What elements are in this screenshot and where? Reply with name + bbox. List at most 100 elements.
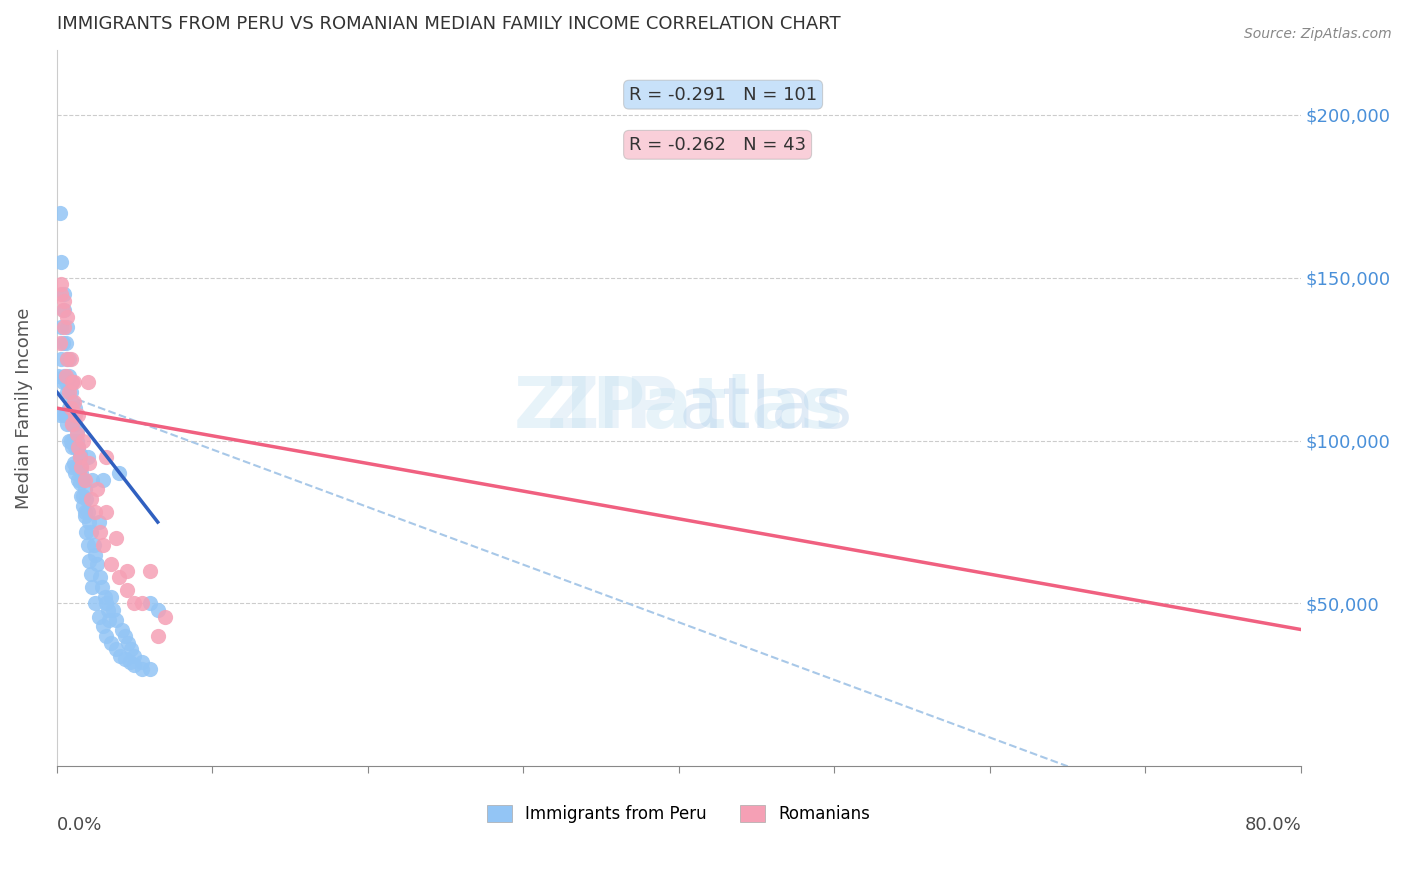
Point	[60, 417, 83, 432]
Point	[59, 401, 82, 415]
Point	[87, 515, 110, 529]
Point	[62, 408, 84, 422]
Point	[66, 427, 89, 442]
Point	[51, 352, 73, 367]
Point	[76, 538, 98, 552]
Point	[56, 352, 79, 367]
Point	[155, 609, 177, 624]
Point	[91, 473, 114, 487]
Point	[69, 450, 91, 464]
Point	[55, 335, 77, 350]
Point	[51, 277, 73, 292]
Point	[72, 434, 94, 448]
Point	[58, 384, 80, 399]
Point	[131, 655, 153, 669]
Point	[89, 570, 111, 584]
Point	[139, 564, 162, 578]
Point	[69, 447, 91, 461]
Point	[104, 642, 127, 657]
Point	[62, 375, 84, 389]
Point	[60, 394, 83, 409]
Point	[100, 590, 122, 604]
Point	[82, 580, 104, 594]
Point	[62, 457, 84, 471]
Point	[53, 303, 76, 318]
Point	[58, 401, 80, 415]
Point	[55, 375, 77, 389]
Point	[58, 352, 80, 367]
Point	[65, 440, 87, 454]
Point	[98, 613, 121, 627]
Point	[94, 590, 117, 604]
Point	[59, 352, 82, 367]
Point	[131, 662, 153, 676]
Point	[53, 319, 76, 334]
Point	[101, 603, 124, 617]
Point	[75, 524, 97, 539]
Point	[104, 532, 127, 546]
Point	[60, 417, 83, 432]
Point	[56, 319, 79, 334]
Point	[131, 597, 153, 611]
Point	[76, 505, 98, 519]
Point	[100, 558, 122, 572]
Point	[124, 597, 146, 611]
Point	[70, 459, 93, 474]
Point	[48, 335, 70, 350]
Point	[91, 538, 114, 552]
Point	[139, 662, 162, 676]
Point	[70, 459, 93, 474]
Point	[72, 473, 94, 487]
Point	[120, 642, 142, 657]
Point	[56, 352, 79, 367]
Point	[62, 434, 84, 448]
Point	[56, 417, 79, 432]
Point	[69, 475, 91, 490]
Point	[80, 567, 103, 582]
Point	[77, 515, 100, 529]
Point	[146, 603, 169, 617]
Point	[115, 583, 138, 598]
Point	[52, 303, 75, 318]
Point	[55, 408, 77, 422]
Point	[118, 655, 141, 669]
Text: Source: ZipAtlas.com: Source: ZipAtlas.com	[1244, 27, 1392, 41]
Point	[96, 597, 118, 611]
Point	[124, 648, 146, 663]
Point	[100, 635, 122, 649]
Y-axis label: Median Family Income: Median Family Income	[15, 308, 32, 508]
Point	[66, 434, 89, 448]
Point	[67, 408, 90, 422]
Point	[53, 287, 76, 301]
Point	[84, 597, 107, 611]
Point	[51, 287, 73, 301]
Point	[56, 384, 79, 399]
Point	[108, 467, 131, 481]
Point	[111, 623, 134, 637]
Point	[65, 408, 87, 422]
Point	[53, 408, 76, 422]
Point	[115, 564, 138, 578]
Point	[70, 489, 93, 503]
Text: 0.0%: 0.0%	[56, 816, 103, 835]
Point	[91, 619, 114, 633]
Point	[52, 335, 75, 350]
Point	[62, 394, 84, 409]
Point	[48, 408, 70, 422]
Point	[52, 375, 75, 389]
Point	[86, 483, 108, 497]
Text: R = -0.262   N = 43: R = -0.262 N = 43	[628, 136, 806, 153]
Point	[84, 505, 107, 519]
Point	[51, 319, 73, 334]
Point	[73, 473, 96, 487]
Text: R = -0.291   N = 101: R = -0.291 N = 101	[628, 86, 817, 103]
Point	[124, 658, 146, 673]
Point	[67, 440, 90, 454]
Point	[72, 499, 94, 513]
Point	[114, 652, 136, 666]
Point	[53, 368, 76, 383]
Point	[55, 368, 77, 383]
Point	[72, 489, 94, 503]
Text: atlas: atlas	[679, 374, 853, 442]
Point	[77, 554, 100, 568]
